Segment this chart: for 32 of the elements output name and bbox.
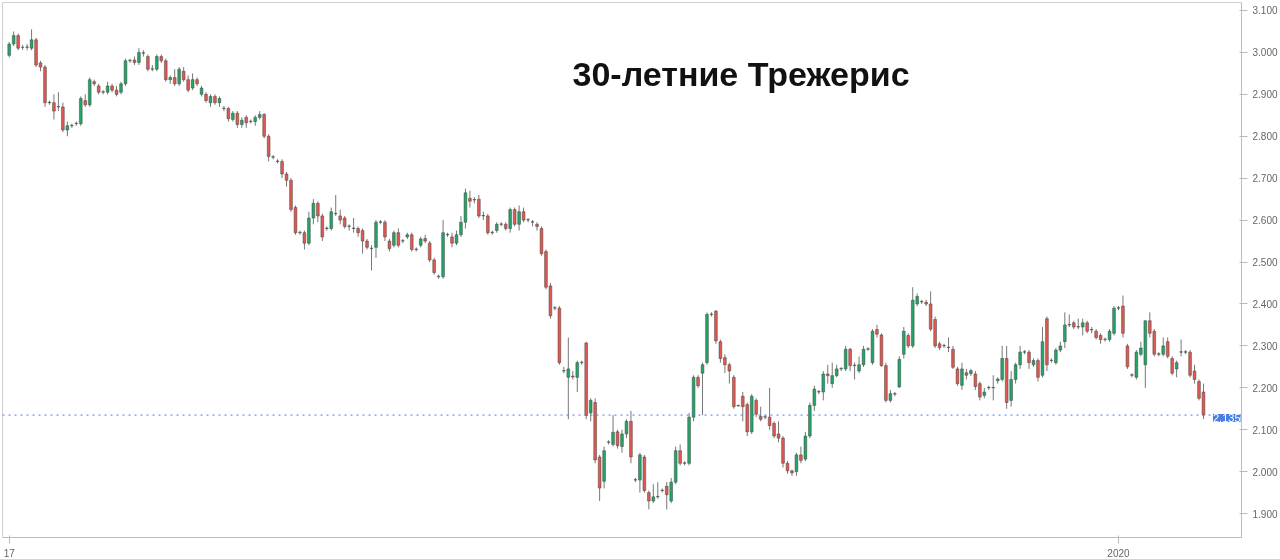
candlestick xyxy=(902,326,906,359)
y-tick-label: 3.000 xyxy=(1252,47,1278,59)
y-tick-label: 1.900 xyxy=(1252,508,1278,520)
candlestick xyxy=(991,374,995,401)
candlestick xyxy=(1063,311,1067,349)
x-tick-label: 17 xyxy=(3,547,16,559)
ref-line-label: 2.135 xyxy=(1212,412,1241,425)
candlestick xyxy=(562,366,566,374)
candlestick xyxy=(360,227,365,255)
y-tick-label: 3.100 xyxy=(1252,5,1278,17)
candlestick xyxy=(1125,343,1130,370)
candlestick xyxy=(383,219,387,242)
y-tick-label: 2.100 xyxy=(1252,424,1278,436)
y-tick-label: 2.300 xyxy=(1252,340,1278,352)
y-tick-label: 2.400 xyxy=(1252,298,1278,310)
candlestick xyxy=(955,366,960,387)
y-tick-label: 2.700 xyxy=(1252,173,1278,185)
y-tick-label: 2.800 xyxy=(1252,131,1278,143)
candlestick xyxy=(1179,339,1183,357)
candlestick xyxy=(647,490,651,510)
y-tick-label: 2.200 xyxy=(1252,382,1278,394)
x-tick-label: 2020 xyxy=(1107,547,1131,559)
y-tick-label: 2.600 xyxy=(1252,215,1278,227)
candlestick xyxy=(718,339,723,364)
candlestick xyxy=(700,362,705,416)
candlestick xyxy=(794,452,799,477)
y-tick-label: 2.000 xyxy=(1252,466,1278,478)
text: 30-летние Трежерис xyxy=(572,54,910,93)
y-tick-label: 2.500 xyxy=(1252,257,1278,269)
candlestick xyxy=(1201,383,1206,420)
y-tick-label: 2.900 xyxy=(1252,89,1278,101)
candlestick xyxy=(861,345,866,368)
